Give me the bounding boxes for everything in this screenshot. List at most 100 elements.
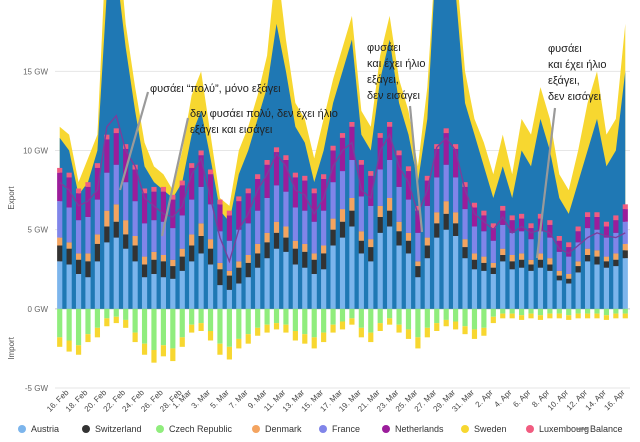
bar-segment: [283, 160, 289, 192]
bar-segment: [424, 258, 430, 309]
bar-segment: [377, 232, 383, 309]
bar-segment: [594, 229, 600, 251]
bar-segment: [490, 223, 496, 229]
annotations: φυσάει “πολύ”, μόνο εξάγει δεν φυσάει πολ…: [118, 42, 607, 259]
y-tick-label: 5 GW: [28, 226, 49, 235]
bar-segment: [189, 199, 195, 235]
legend-item[interactable]: Denmark: [252, 424, 302, 434]
bar-segment: [481, 327, 487, 336]
legend-item[interactable]: Austria: [18, 424, 59, 434]
bar-segment: [85, 261, 91, 278]
bar-segment: [160, 186, 166, 192]
legend-item[interactable]: Sweden: [461, 424, 507, 434]
bar-segment: [547, 224, 553, 238]
legend-item[interactable]: Balance: [577, 424, 623, 434]
bar-segment: [556, 270, 562, 276]
bar-segment: [226, 240, 232, 271]
legend-label: France: [332, 424, 360, 434]
bar-segment: [226, 275, 232, 290]
bar-segment: [396, 221, 402, 232]
bar-segment: [490, 262, 496, 268]
bar-segment: [245, 188, 251, 194]
bar-segment: [396, 324, 402, 333]
bar-segment: [613, 259, 619, 267]
y-tick-label: 15 GW: [23, 67, 48, 76]
legend-item[interactable]: France: [319, 424, 360, 434]
bar-segment: [198, 223, 204, 236]
bar-segment: [57, 337, 63, 347]
legend-item[interactable]: Czech Republic: [156, 424, 233, 434]
bar-segment: [415, 266, 421, 278]
bar-segment: [132, 308, 138, 333]
bar-segment: [622, 308, 628, 314]
bar-segment: [217, 343, 223, 355]
legend-item[interactable]: Luxembourg: [526, 424, 589, 434]
bar-segment: [509, 261, 515, 270]
bar-segment: [500, 261, 506, 309]
bar-segment: [368, 171, 374, 176]
bar-segment: [471, 202, 478, 208]
bar-segment: [424, 327, 430, 338]
bar-segment: [575, 313, 581, 319]
bar-segment: [471, 308, 478, 330]
bar-segment: [415, 205, 421, 211]
bar-segment: [500, 313, 506, 319]
bar-segment: [94, 327, 101, 338]
bar-segment: [245, 308, 251, 335]
bar-segment: [132, 169, 138, 202]
bar-segment: [387, 226, 393, 309]
bar-segment: [613, 313, 619, 319]
bar-segment: [179, 256, 185, 271]
bar-segment: [66, 207, 72, 243]
bar-segment: [424, 205, 430, 238]
bar-segment: [358, 231, 364, 241]
bar-segment: [584, 248, 591, 255]
bar-segment: [547, 237, 553, 259]
bar-segment: [217, 285, 223, 309]
bar-segment: [321, 174, 327, 179]
legend-item[interactable]: Netherlands: [382, 424, 444, 434]
bar-segment: [226, 289, 232, 309]
annotation-text: εξάγει,: [548, 75, 580, 87]
bar-segment: [509, 255, 515, 262]
bar-segment: [415, 337, 421, 349]
bar-segment: [85, 217, 91, 254]
bar-segment: [339, 133, 346, 138]
bar-segment: [264, 308, 270, 325]
bar-segment: [302, 251, 308, 268]
x-tick-label: 7. Mar: [227, 388, 250, 411]
legend[interactable]: Austria Switzerland Czech Republic Denmark F…: [18, 424, 623, 434]
bar-segment: [123, 319, 129, 328]
bar-segment: [584, 255, 591, 262]
bar-segment: [481, 231, 487, 257]
bar-segment: [132, 236, 138, 246]
bar-segment: [255, 179, 261, 211]
bar-segment: [198, 253, 204, 309]
bar-segment: [368, 239, 374, 248]
bar-segment: [226, 346, 232, 360]
bar-segment: [405, 240, 412, 254]
bar-segment: [528, 228, 534, 240]
bar-segment: [217, 308, 223, 344]
bar-segment: [622, 258, 628, 309]
legend-marker: [252, 425, 260, 433]
bar-segment: [189, 167, 195, 200]
bar-segment: [330, 245, 336, 309]
bar-segment: [509, 232, 515, 255]
bar-segment: [575, 231, 581, 243]
annotation-pointer: [118, 91, 150, 191]
bar-segment: [292, 177, 298, 208]
bar-segment: [358, 196, 364, 232]
bar-segment: [424, 180, 430, 206]
bar-segment: [321, 210, 327, 246]
bar-segment: [537, 315, 544, 320]
bar-segment: [255, 174, 261, 179]
legend-label: Austria: [31, 424, 59, 434]
bar-segment: [415, 210, 421, 233]
legend-item[interactable]: Switzerland: [82, 424, 142, 434]
bar-segment: [141, 264, 148, 278]
stacked-bars: [57, 122, 628, 363]
bar-segment: [94, 234, 101, 244]
bar-segment: [179, 215, 185, 249]
bar-segment: [292, 308, 298, 331]
